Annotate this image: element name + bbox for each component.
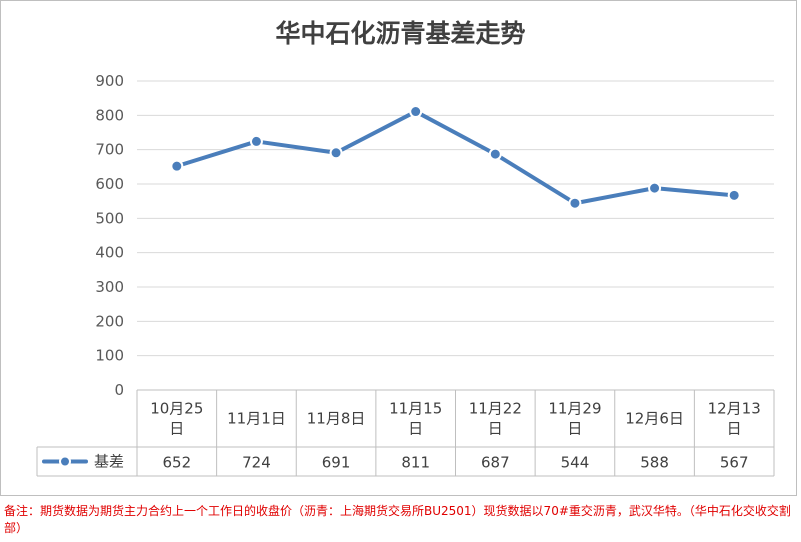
y-tick-label: 400 <box>95 244 124 262</box>
y-tick-label: 900 <box>95 72 124 90</box>
y-tick-label: 600 <box>95 175 124 193</box>
data-point <box>170 159 184 173</box>
x-category-label: 日 <box>727 420 742 438</box>
data-table-value: 687 <box>481 454 510 472</box>
y-tick-label: 800 <box>95 106 124 124</box>
y-tick-label: 200 <box>95 312 124 330</box>
x-category-label: 11月15 <box>389 400 442 418</box>
series-line-jicha <box>174 109 737 206</box>
footnote: 备注：期货数据为期货主力合约上一个工作日的收盘价（沥青：上海期货交易所BU250… <box>4 504 791 535</box>
data-table-value: 588 <box>640 454 669 472</box>
legend-marker <box>59 455 71 468</box>
y-tick-label: 500 <box>95 209 124 227</box>
data-table-value: 691 <box>322 454 351 472</box>
data-point <box>648 181 662 195</box>
data-table-value: 724 <box>242 454 271 472</box>
data-point <box>329 146 343 160</box>
data-table-value: 567 <box>720 454 749 472</box>
chart-title: 华中石化沥青基差走势 <box>275 19 526 48</box>
data-point <box>488 147 502 161</box>
data-point <box>727 188 741 202</box>
data-point <box>568 196 582 210</box>
data-table-value: 652 <box>162 454 191 472</box>
legend-label: 基差 <box>94 453 124 471</box>
y-tick-label: 0 <box>114 381 124 399</box>
chart-frame <box>0 0 797 496</box>
x-category-label: 12月13 <box>708 400 761 418</box>
x-category-label: 10月25 <box>150 400 203 418</box>
x-category-label: 11月29 <box>548 400 601 418</box>
x-category-label: 日 <box>488 420 503 438</box>
x-category-label: 日 <box>169 420 184 438</box>
x-category-label: 日 <box>567 420 582 438</box>
y-tick-label: 300 <box>95 278 124 296</box>
line-chart: 0 100 200 300 400 500 600 700 800 900 10月25 日 11月1日 1… <box>36 72 775 477</box>
x-category-label: 12月6日 <box>625 410 684 428</box>
x-category-label: 11月22 <box>469 400 522 418</box>
data-table-value: 811 <box>401 454 430 472</box>
data-point <box>409 105 423 119</box>
data-point <box>249 134 263 148</box>
x-category-label: 11月1日 <box>227 410 286 428</box>
y-tick-label: 700 <box>95 141 124 159</box>
x-category-label: 日 <box>408 420 423 438</box>
x-category-label: 11月8日 <box>307 410 366 428</box>
y-tick-label: 100 <box>95 347 124 365</box>
data-table-value: 544 <box>561 454 590 472</box>
